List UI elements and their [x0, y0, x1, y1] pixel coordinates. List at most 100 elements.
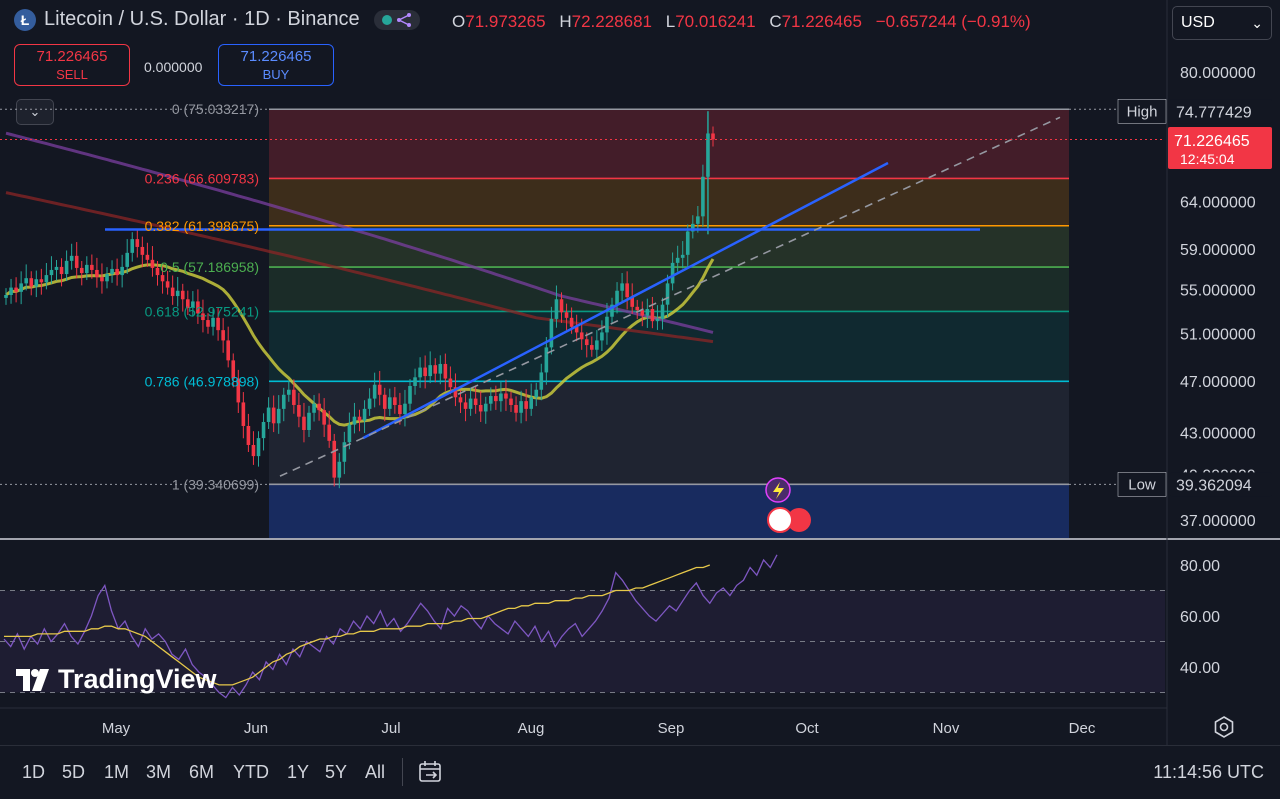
range-ytd-button[interactable]: YTD — [233, 762, 269, 782]
candle — [463, 393, 468, 422]
candle-body — [307, 412, 311, 430]
candle-body — [463, 402, 468, 409]
range-3m-button[interactable]: 3M — [146, 762, 172, 782]
low-price-label-name: Low — [1128, 476, 1156, 493]
candle — [610, 297, 614, 324]
go-to-date-icon[interactable] — [418, 760, 444, 784]
candle-body — [292, 389, 296, 405]
us-event-icon — [787, 508, 811, 532]
candle-body — [165, 281, 170, 288]
candle-body — [100, 277, 104, 282]
low-price-label: Low 39.362094 — [1117, 472, 1272, 497]
candle — [135, 230, 140, 258]
candle — [468, 388, 473, 416]
candle — [49, 256, 54, 284]
candle — [251, 431, 256, 465]
fib-zone-0.382 — [269, 225, 1069, 268]
candle-body — [59, 266, 64, 275]
utc-clock[interactable]: 11:14:56 UTC — [1153, 762, 1264, 782]
range-6m-button[interactable]: 6M — [189, 762, 215, 782]
candle — [39, 268, 44, 295]
candle-body — [569, 317, 574, 327]
candle — [675, 245, 680, 272]
candle-body — [680, 254, 685, 258]
candle — [74, 242, 79, 279]
candle-body — [201, 313, 205, 321]
fib-level-0-label: 0 (75.033217) — [172, 101, 259, 117]
candle — [544, 337, 549, 385]
candle-body — [44, 275, 49, 283]
rsi-tick-label: 80.00 — [1180, 558, 1220, 575]
month-label: Jun — [244, 720, 268, 737]
sell-button[interactable]: 71.226465 SELL — [14, 44, 130, 86]
candle — [85, 256, 89, 281]
candle — [443, 353, 448, 391]
range-5y-button[interactable]: 5Y — [325, 762, 348, 782]
candle — [226, 326, 230, 368]
candle-body — [403, 403, 407, 415]
indicators-toggle[interactable] — [373, 9, 420, 30]
candle — [473, 386, 478, 414]
high-key: H — [559, 12, 572, 31]
range-1y-button[interactable]: 1Y — [287, 762, 310, 782]
candle-body — [29, 278, 34, 287]
candle — [489, 387, 493, 411]
candle — [191, 291, 195, 317]
candle — [297, 392, 301, 428]
range-all-button[interactable]: All — [365, 762, 386, 782]
sell-label: SELL — [56, 67, 88, 82]
candle — [564, 303, 569, 331]
candle — [241, 392, 246, 439]
fib-level-0.786-label: 0.786 (46.978898) — [145, 373, 259, 389]
candle — [276, 395, 281, 434]
candle-body — [261, 421, 266, 439]
currency-select[interactable]: USD ⌄ — [1172, 6, 1272, 40]
candle — [615, 282, 619, 314]
candle — [19, 271, 23, 305]
candle-body — [9, 287, 13, 295]
symbol-header[interactable]: Ł Litecoin / U.S. Dollar · 1D · Binance — [14, 8, 420, 31]
symbol-title[interactable]: Litecoin / U.S. Dollar · 1D · Binance — [44, 8, 360, 30]
price-tick-label: 37.000000 — [1180, 513, 1256, 530]
candle-body — [554, 299, 559, 319]
candle — [418, 357, 422, 388]
high-price-label-name: High — [1127, 103, 1158, 120]
candle — [660, 297, 665, 330]
candle — [256, 431, 261, 467]
bottom-toolbar: 1D 5D 1M 3M 6M YTD 1Y 5Y All 11:14:56 UT… — [0, 745, 1280, 799]
candle-body — [595, 340, 599, 350]
candle-body — [216, 317, 220, 331]
candle — [403, 389, 407, 427]
month-label: Sep — [658, 720, 685, 737]
buy-label: BUY — [262, 67, 290, 82]
last-price-label-box — [1168, 127, 1272, 169]
settings-gear-icon[interactable] — [1213, 716, 1235, 743]
range-5d-button[interactable]: 5D — [62, 762, 86, 782]
candle-body — [125, 252, 129, 267]
buy-button[interactable]: 71.226465 BUY — [218, 44, 334, 86]
close-key: C — [769, 12, 782, 31]
candle-body — [246, 425, 251, 445]
toolbar-divider — [402, 758, 403, 786]
candle-body — [428, 365, 432, 377]
candle-body — [150, 259, 155, 268]
candle-body — [483, 403, 488, 412]
candle — [347, 412, 352, 450]
candle-body — [377, 384, 382, 395]
candle-body — [186, 299, 190, 308]
candle-body — [69, 255, 74, 261]
candle — [559, 292, 564, 323]
candle — [620, 273, 624, 302]
collapse-legend-button[interactable]: ⌄ — [16, 99, 54, 125]
candle — [287, 381, 291, 402]
candle — [504, 379, 508, 411]
candle-body — [95, 269, 99, 278]
candle-body — [534, 389, 539, 398]
range-1m-button[interactable]: 1M — [104, 762, 130, 782]
candle — [322, 398, 326, 437]
range-1d-button[interactable]: 1D — [22, 762, 46, 782]
candle-body — [524, 401, 528, 409]
candle-body — [650, 309, 655, 322]
price-tick-label: 64.000000 — [1180, 195, 1256, 212]
